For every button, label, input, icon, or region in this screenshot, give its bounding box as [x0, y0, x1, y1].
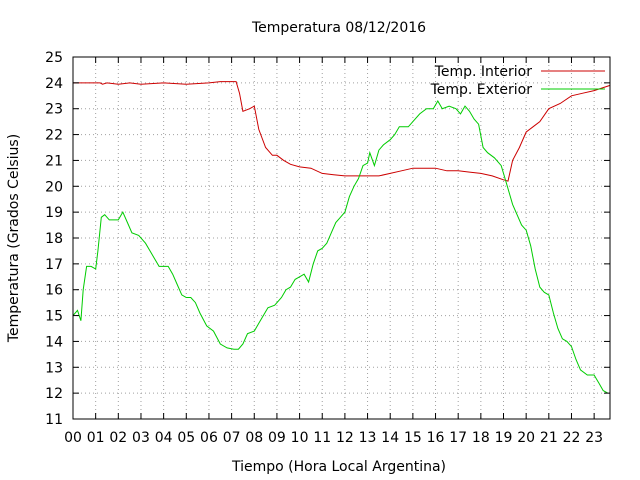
x-axis-label: Tiempo (Hora Local Argentina) [231, 459, 446, 475]
y-tick-label: 19 [45, 205, 63, 221]
series-line-exterior [72, 100, 608, 394]
grid [73, 57, 610, 419]
x-tick-label: 22 [563, 430, 581, 446]
y-tick-labels: 11 12 13 14 15 16 17 18 19 20 21 22 23 24 25 [45, 50, 63, 428]
x-tick-label: 16 [427, 430, 445, 446]
y-tick-label: 18 [45, 231, 63, 247]
legend-label-exterior: Temp. Exterior [430, 82, 533, 98]
legend: Temp. Interior Temp. Exterior [430, 64, 605, 98]
x-tick-label: 14 [381, 430, 399, 446]
y-tick-label: 16 [45, 283, 63, 299]
x-tick-label: 02 [109, 430, 127, 446]
x-tick-label: 04 [155, 430, 173, 446]
series-line-interior [73, 81, 611, 182]
y-tick-label: 17 [45, 257, 63, 273]
x-tick-label: 01 [87, 430, 105, 446]
legend-label-interior: Temp. Interior [434, 64, 533, 80]
x-tick-label: 18 [472, 430, 490, 446]
y-axis-label: Temperatura (Grados Celsius) [6, 134, 22, 343]
y-tick-label: 21 [45, 153, 63, 169]
x-tick-label: 06 [200, 430, 218, 446]
x-tick-label: 05 [177, 430, 195, 446]
y-tick-label: 25 [45, 50, 63, 66]
y-tick-label: 11 [45, 412, 63, 428]
y-tick-label: 20 [45, 179, 63, 195]
ticks [72, 56, 610, 420]
x-tick-label: 11 [313, 430, 331, 446]
x-tick-label: 07 [223, 430, 241, 446]
x-tick-label: 19 [495, 430, 513, 446]
x-tick-label: 09 [268, 430, 286, 446]
y-tick-label: 13 [45, 360, 63, 376]
x-tick-label: 23 [585, 430, 603, 446]
x-tick-label: 15 [404, 430, 422, 446]
x-tick-label: 08 [245, 430, 263, 446]
y-tick-label: 15 [45, 309, 63, 325]
x-tick-labels: 00 01 02 03 04 05 06 07 08 09 10 11 12 13 14 15 16 17 18 19… [64, 430, 603, 446]
y-tick-label: 14 [45, 334, 63, 350]
x-tick-label: 00 [64, 430, 82, 446]
x-tick-label: 21 [540, 430, 558, 446]
x-tick-label: 20 [517, 430, 535, 446]
x-tick-label: 03 [132, 430, 150, 446]
series-lines [72, 81, 611, 394]
x-tick-label: 12 [336, 430, 354, 446]
chart-title: Temperatura 08/12/2016 [251, 20, 426, 36]
y-tick-label: 24 [45, 76, 63, 92]
x-tick-label: 17 [449, 430, 467, 446]
y-tick-label: 23 [45, 102, 63, 118]
y-tick-label: 22 [45, 128, 63, 144]
x-tick-label: 13 [359, 430, 377, 446]
x-tick-label: 10 [291, 430, 309, 446]
y-tick-label: 12 [45, 386, 63, 402]
